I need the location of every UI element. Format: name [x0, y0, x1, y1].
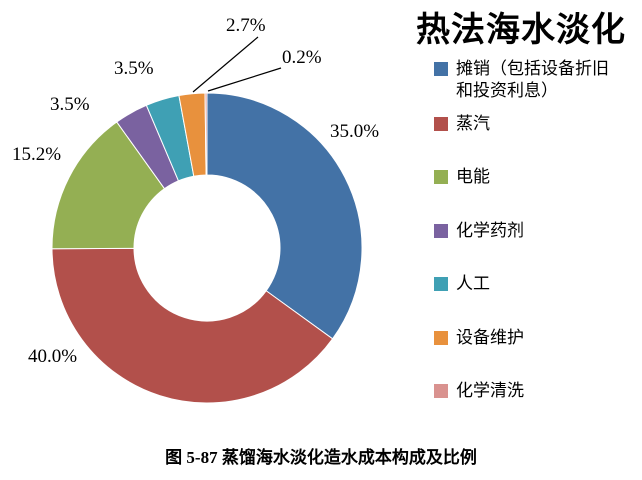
slice-percent-label-1: 40.0% [28, 346, 77, 367]
legend-item: 人工 [434, 273, 634, 295]
legend-item: 设备维护 [434, 327, 634, 349]
legend-swatch-icon [434, 330, 448, 345]
slice-percent-label-0: 35.0% [330, 121, 379, 142]
legend-swatch-icon [434, 170, 448, 185]
slice-percent-label-4: 3.5% [114, 58, 154, 79]
legend-swatch-icon [434, 384, 448, 399]
legend-label: 人工 [456, 274, 490, 294]
donut-slice-6 [204, 92, 208, 176]
legend-label: 摊销（包括设备折旧和投资利息） [456, 59, 609, 101]
figure-caption: 图 5-87 蒸馏海水淡化造水成本构成及比例 [165, 448, 477, 467]
slice-percent-label-6: 0.2% [282, 47, 322, 68]
legend-swatch-icon [434, 223, 448, 238]
legend-item: 电能 [434, 166, 634, 188]
slice-percent-label-2: 15.2% [12, 144, 61, 165]
legend-label: 设备维护 [456, 327, 524, 347]
donut-slice-2 [51, 121, 166, 250]
slice-percent-label-5: 2.7% [226, 15, 266, 36]
legend: 摊销（包括设备折旧和投资利息） 蒸汽 电能 化学药剂 人工 设备维护 化学清洗 [434, 58, 634, 434]
legend-item: 蒸汽 [434, 113, 634, 135]
legend-label: 电能 [456, 167, 490, 187]
legend-item: 摊销（包括设备折旧和投资利息） [434, 58, 634, 103]
legend-label: 蒸汽 [456, 113, 490, 133]
donut-slice-0 [206, 92, 363, 340]
legend-swatch-icon [434, 116, 448, 131]
leader-line-5 [192, 36, 259, 93]
legend-swatch-icon [434, 62, 448, 76]
legend-item: 化学药剂 [434, 220, 634, 242]
chart-title: 热法海水淡化 [416, 12, 626, 49]
legend-label: 化学清洗 [456, 381, 524, 401]
legend-item: 化学清洗 [434, 380, 634, 402]
legend-swatch-icon [434, 277, 448, 292]
leader-line-6 [207, 67, 282, 92]
legend-label: 化学药剂 [456, 220, 524, 240]
donut-slice-1 [51, 247, 334, 404]
donut-chart: 35.0% 40.0% 15.2% 3.5% 3.5% 2.7% 0.2% [12, 15, 379, 404]
slice-percent-label-3: 3.5% [50, 94, 90, 115]
